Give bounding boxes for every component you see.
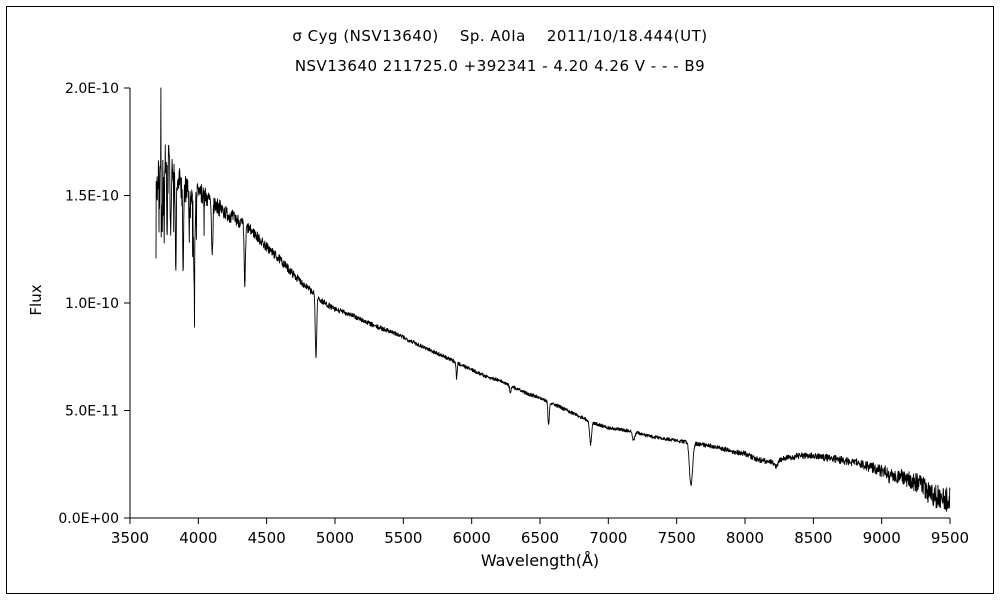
x-tick-label: 3500	[111, 529, 149, 547]
x-tick-label: 8500	[794, 529, 832, 547]
figure-title: σ Cyg (NSV13640) Sp. A0Ia 2011/10/18.444…	[292, 27, 708, 45]
x-tick-label: 5500	[384, 529, 422, 547]
x-tick-label: 6500	[521, 529, 559, 547]
y-tick-label: 2.0E-10	[65, 81, 119, 97]
spectrum-line	[155, 87, 951, 512]
x-tick-label: 4000	[179, 529, 217, 547]
figure-border	[6, 6, 994, 594]
y-tick-label: 1.5E-10	[65, 189, 119, 205]
x-tick-label: 4500	[248, 529, 286, 547]
x-tick-label: 7500	[658, 529, 696, 547]
x-tick-label: 9000	[863, 529, 901, 547]
y-tick-label: 1.0E-10	[65, 296, 119, 312]
x-tick-label: 7000	[589, 529, 627, 547]
x-tick-label: 8000	[726, 529, 764, 547]
x-axis-label: Wavelength(Å)	[480, 551, 600, 570]
x-tick-label: 9500	[931, 529, 969, 547]
y-tick-label: 0.0E+00	[58, 511, 119, 527]
x-tick-label: 6000	[453, 529, 491, 547]
y-tick-label: 5.0E-11	[65, 404, 119, 420]
figure-subtitle: NSV13640 211725.0 +392341 - 4.20 4.26 V …	[294, 57, 706, 75]
x-tick-label: 5000	[316, 529, 354, 547]
